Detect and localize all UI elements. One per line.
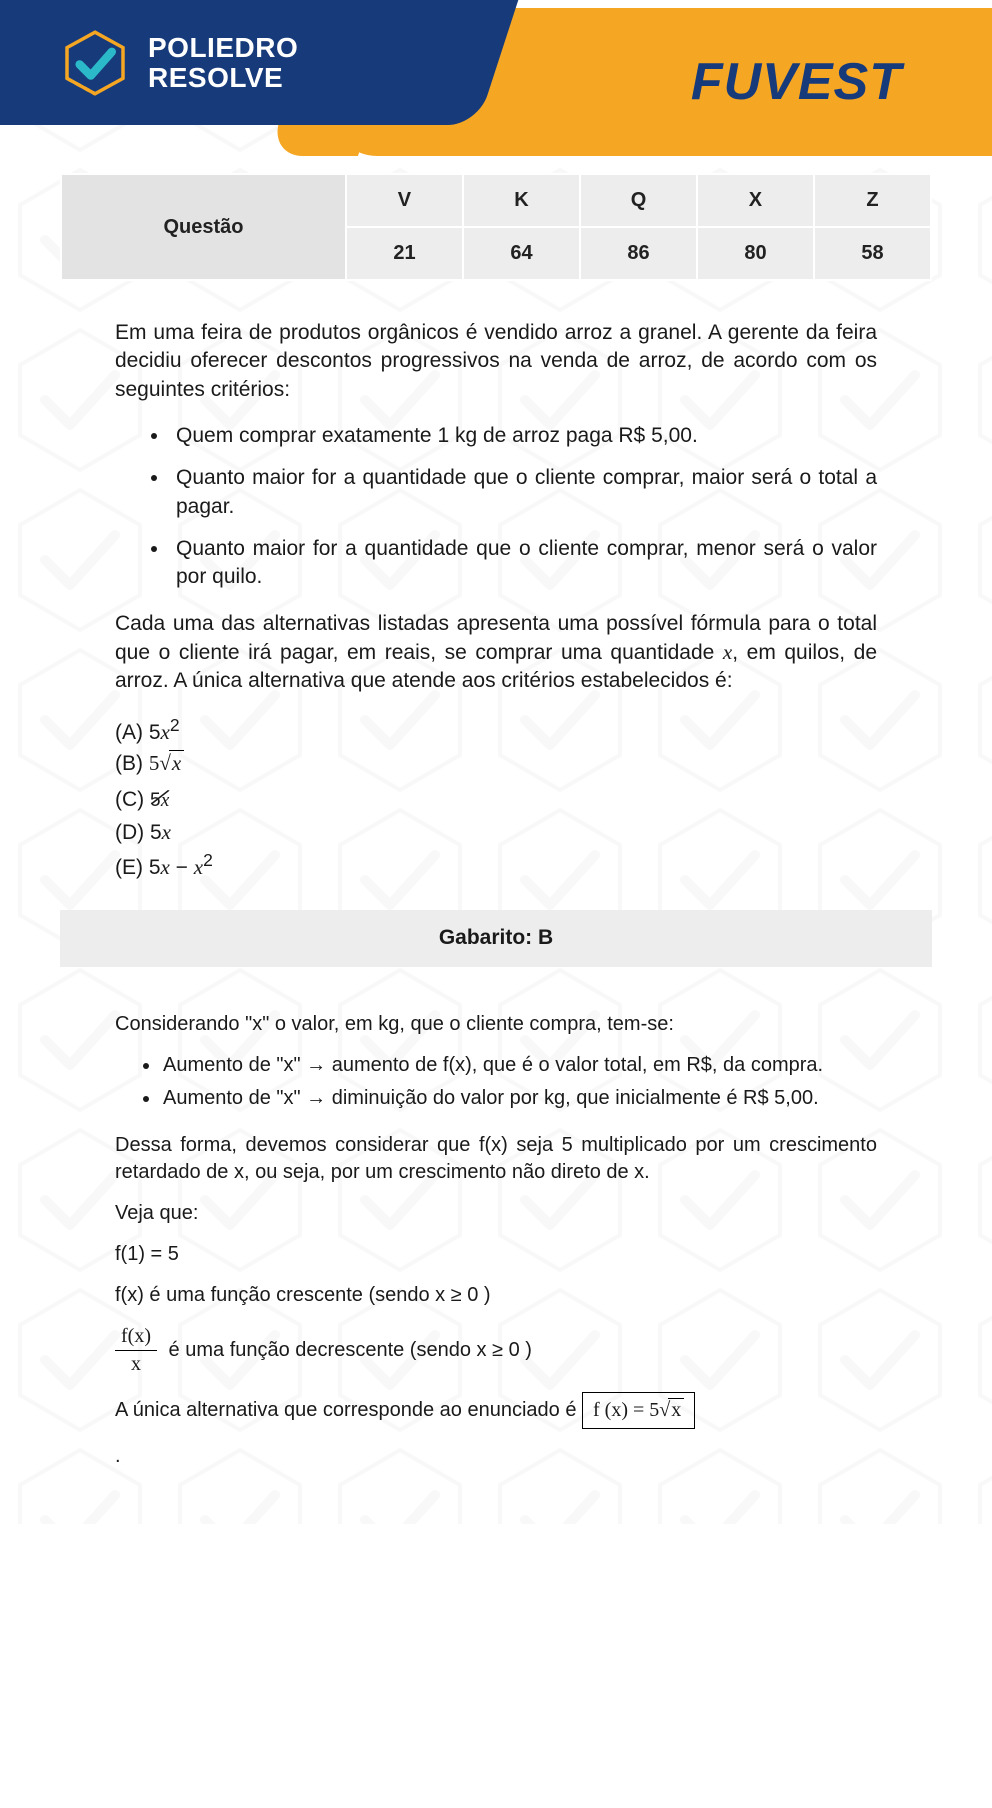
col-Z: Z — [814, 174, 931, 227]
answer-bar: Gabarito: B — [60, 910, 932, 966]
eq2-cond: x ≥ 0 — [435, 1284, 478, 1306]
col-V: V — [346, 174, 463, 227]
eq2-pre: f(x) é uma função crescente (sendo — [115, 1284, 435, 1306]
alt-A: (A) 5x2 — [115, 714, 877, 747]
sol-p3: Veja que: — [115, 1200, 877, 1227]
alternatives: (A) 5x2 (B) 5√x (C) 5⁄x (D) 5x (E) 5x − … — [115, 714, 877, 882]
sol-b2: Aumento de "x" → diminuição do valor por… — [161, 1085, 877, 1112]
exam-name: FUVEST — [691, 52, 902, 112]
eq3-mid: é uma função decrescente (sendo — [169, 1338, 477, 1360]
answer-value: B — [538, 926, 553, 949]
question-body: Em uma feira de produtos orgânicos é ven… — [60, 319, 932, 1470]
sol-eq2: f(x) é uma função crescente (sendo x ≥ 0… — [115, 1282, 877, 1309]
sol-bullets: Aumento de "x" → aumento de f(x), que é … — [115, 1052, 877, 1112]
eq2-post: ) — [478, 1284, 490, 1306]
answer-label: Gabarito: — [439, 926, 538, 949]
content: Questão V K Q X Z 21 64 86 80 58 Em uma … — [0, 155, 992, 1524]
val-K: 64 — [463, 227, 580, 280]
brand-text: POLIEDRO RESOLVE — [148, 33, 298, 92]
col-X: X — [697, 174, 814, 227]
final-boxed-formula: f (x) = 5√x — [582, 1392, 695, 1429]
logo-hex-icon — [60, 28, 130, 98]
alt-D: (D) 5x — [115, 818, 877, 847]
final-pre: A única alternativa que corresponde ao e… — [115, 1399, 582, 1421]
col-K: K — [463, 174, 580, 227]
question-number-table: Questão V K Q X Z 21 64 86 80 58 — [60, 173, 932, 281]
sol-eq1: f(1) = 5 — [115, 1241, 877, 1268]
val-V: 21 — [346, 227, 463, 280]
sol-final: A única alternativa que corresponde ao e… — [115, 1392, 877, 1429]
sol-p2: Dessa forma, devemos considerar que f(x)… — [115, 1132, 877, 1186]
sol-eq3: f(x)x é uma função decrescente (sendo x … — [115, 1323, 877, 1378]
val-Q: 86 — [580, 227, 697, 280]
sol-p1: Considerando "x" o valor, em kg, que o c… — [115, 1011, 877, 1038]
brand-line1: POLIEDRO — [148, 33, 298, 62]
criterion-3: Quanto maior for a quantidade que o clie… — [170, 535, 877, 592]
alt-E: (E) 5x − x2 — [115, 849, 877, 882]
fx-over-x-icon: f(x)x — [115, 1323, 157, 1378]
eq3-cond: x ≥ 0 — [477, 1338, 520, 1360]
question-intro: Em uma feira de produtos orgânicos é ven… — [115, 319, 877, 404]
page: FUVEST POLIEDRO RESOLVE Questão V K Q X … — [0, 0, 992, 1524]
val-Z: 58 — [814, 227, 931, 280]
header-blue-banner: POLIEDRO RESOLVE — [0, 0, 460, 125]
header: FUVEST POLIEDRO RESOLVE — [0, 0, 992, 155]
eq3-post: ) — [520, 1338, 532, 1360]
val-X: 80 — [697, 227, 814, 280]
brand-line2: RESOLVE — [148, 63, 298, 92]
solution: Considerando "x" o valor, em kg, que o c… — [115, 1011, 877, 1470]
question-stem2: Cada uma das alternativas listadas apres… — [115, 610, 877, 696]
criterion-2: Quanto maior for a quantidade que o clie… — [170, 464, 877, 521]
sol-b1: Aumento de "x" → aumento de f(x), que é … — [161, 1052, 877, 1079]
criterion-1: Quem comprar exatamente 1 kg de arroz pa… — [170, 422, 877, 450]
table-row-label: Questão — [61, 174, 346, 280]
sol-dot: . — [115, 1443, 877, 1470]
criteria-list: Quem comprar exatamente 1 kg de arroz pa… — [115, 422, 877, 592]
alt-B: (B) 5√x — [115, 749, 877, 778]
stem2-var: x — [723, 640, 732, 664]
alt-C: (C) 5⁄x — [115, 780, 877, 815]
col-Q: Q — [580, 174, 697, 227]
